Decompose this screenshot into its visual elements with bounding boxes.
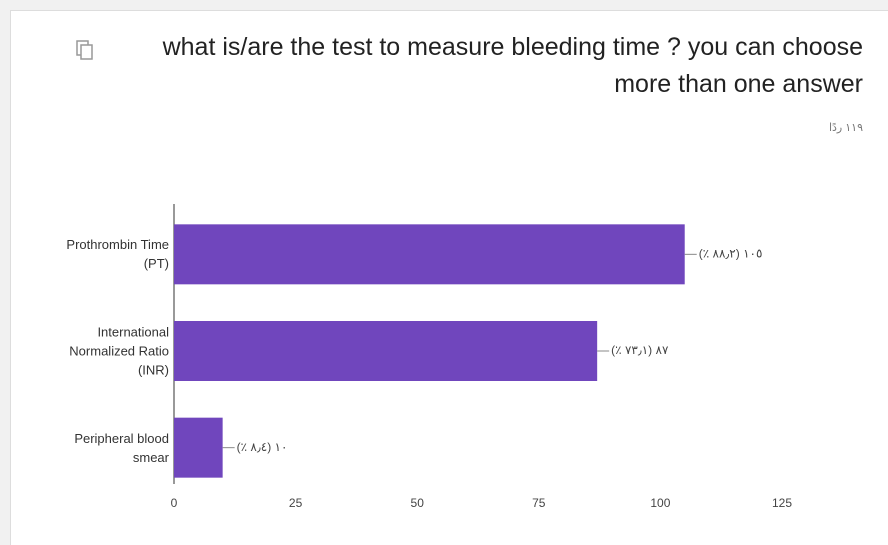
chart-title: what is/are the test to measure bleeding…: [162, 33, 863, 98]
copy-icon[interactable]: [76, 40, 93, 60]
y-tick-label: International Normalized Ratio (INR): [69, 324, 169, 378]
x-tick-label: 50: [411, 496, 425, 510]
data-label: ١٠ (٨٫٤ ٪): [237, 440, 288, 454]
x-tick-label: 0: [171, 496, 178, 510]
icon-front: [80, 44, 93, 60]
bar: [174, 321, 598, 381]
chart: 0 25 50 75 100 125 ١٠٥ (٨٨٫٢ ٪) ٨٧ (٧٣٫١ ٪) ١٠ (…: [76, 40, 792, 510]
data-label: ١٠٥ (٨٨٫٢ ٪): [699, 247, 763, 261]
chart-subtitle: ١١٩ ردًا: [828, 122, 863, 134]
x-tick-label: 125: [772, 496, 792, 510]
x-tick-label: 100: [650, 496, 670, 510]
data-label: ٨٧ (٧٣٫١ ٪): [611, 343, 669, 357]
x-tick-label: 25: [289, 496, 303, 510]
y-tick-label: Peripheral blood smear: [74, 430, 169, 465]
bar: [174, 224, 685, 285]
y-tick-label: Prothrombin Time (PT): [66, 237, 169, 272]
x-tick-label: 75: [532, 496, 546, 510]
bar: [174, 417, 223, 478]
card: 0 25 50 75 100 125 ١٠٥ (٨٨٫٢ ٪) ٨٧ (٧٣٫١ ٪) ١٠ (…: [10, 10, 888, 545]
